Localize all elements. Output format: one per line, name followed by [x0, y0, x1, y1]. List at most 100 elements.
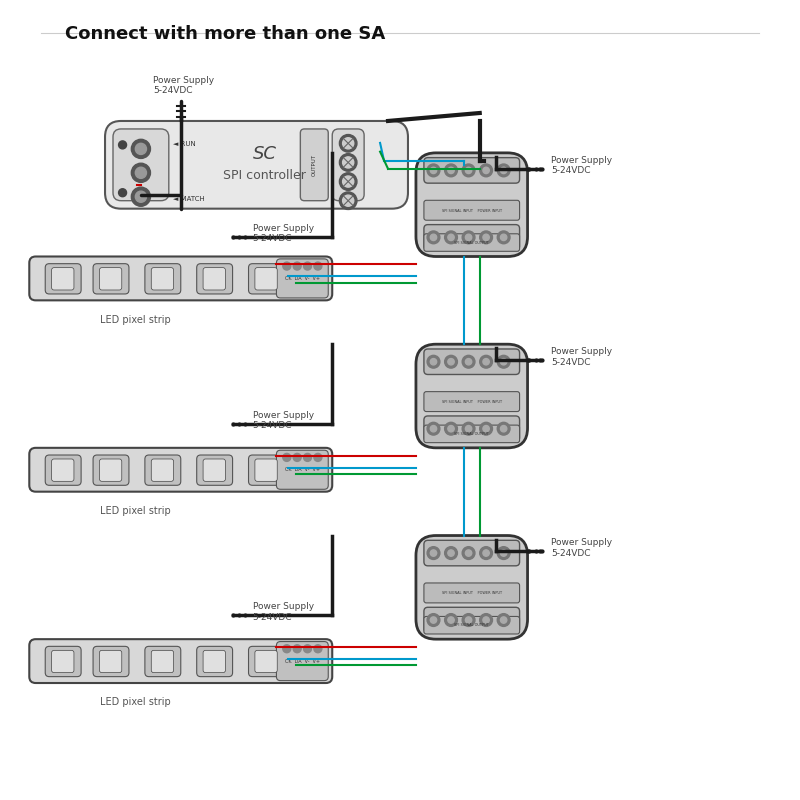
FancyBboxPatch shape	[416, 153, 527, 257]
Text: CK  DA  V-  V+: CK DA V- V+	[286, 467, 320, 472]
Text: SPI SIGNAL INPUT    POWER INPUT: SPI SIGNAL INPUT POWER INPUT	[442, 209, 502, 213]
Circle shape	[293, 645, 301, 653]
Circle shape	[342, 157, 354, 168]
Circle shape	[283, 645, 290, 653]
FancyBboxPatch shape	[277, 259, 328, 298]
Circle shape	[293, 454, 301, 462]
Circle shape	[430, 426, 437, 432]
Circle shape	[303, 454, 311, 462]
Circle shape	[283, 262, 290, 270]
FancyBboxPatch shape	[93, 264, 129, 294]
Circle shape	[498, 231, 510, 244]
Circle shape	[466, 167, 472, 174]
Circle shape	[462, 546, 475, 559]
FancyBboxPatch shape	[145, 646, 181, 677]
Text: 5-24VDC: 5-24VDC	[551, 166, 591, 175]
FancyBboxPatch shape	[424, 617, 519, 634]
FancyBboxPatch shape	[46, 646, 81, 677]
Circle shape	[462, 355, 475, 368]
Circle shape	[483, 550, 490, 556]
Text: SPI SIGNAL OUTPUT: SPI SIGNAL OUTPUT	[454, 432, 489, 436]
FancyBboxPatch shape	[145, 264, 181, 294]
FancyBboxPatch shape	[424, 200, 519, 220]
Text: ◄ RUN: ◄ RUN	[173, 141, 195, 147]
FancyBboxPatch shape	[277, 642, 328, 681]
Circle shape	[427, 546, 440, 559]
FancyBboxPatch shape	[30, 639, 332, 683]
Text: Power Supply: Power Supply	[551, 347, 613, 356]
Circle shape	[501, 617, 507, 623]
Text: ◄ MATCH: ◄ MATCH	[173, 196, 205, 202]
FancyBboxPatch shape	[424, 234, 519, 251]
Circle shape	[462, 614, 475, 626]
FancyBboxPatch shape	[99, 650, 122, 673]
FancyBboxPatch shape	[46, 455, 81, 486]
FancyBboxPatch shape	[197, 646, 233, 677]
Circle shape	[498, 164, 510, 177]
Circle shape	[131, 187, 150, 206]
Circle shape	[118, 189, 126, 197]
Circle shape	[445, 422, 458, 435]
Circle shape	[303, 262, 311, 270]
Text: Power Supply: Power Supply	[253, 223, 314, 233]
FancyBboxPatch shape	[424, 392, 519, 411]
FancyBboxPatch shape	[255, 459, 278, 482]
FancyBboxPatch shape	[93, 646, 129, 677]
Circle shape	[448, 167, 454, 174]
FancyBboxPatch shape	[151, 268, 174, 290]
Circle shape	[466, 426, 472, 432]
Text: SPI SIGNAL INPUT    POWER INPUT: SPI SIGNAL INPUT POWER INPUT	[442, 591, 502, 595]
Circle shape	[483, 358, 490, 365]
Text: 5-24VDC: 5-24VDC	[253, 422, 292, 430]
Circle shape	[342, 176, 354, 187]
Circle shape	[445, 164, 458, 177]
FancyBboxPatch shape	[46, 264, 81, 294]
Text: SPI SIGNAL OUTPUT: SPI SIGNAL OUTPUT	[454, 623, 489, 627]
Circle shape	[314, 454, 322, 462]
Circle shape	[498, 614, 510, 626]
Circle shape	[445, 355, 458, 368]
FancyBboxPatch shape	[424, 583, 519, 603]
FancyBboxPatch shape	[151, 459, 174, 482]
Circle shape	[430, 617, 437, 623]
Text: SPI SIGNAL INPUT    POWER INPUT: SPI SIGNAL INPUT POWER INPUT	[442, 400, 502, 404]
FancyBboxPatch shape	[249, 264, 285, 294]
Circle shape	[118, 141, 126, 149]
Circle shape	[501, 167, 507, 174]
Circle shape	[501, 234, 507, 241]
Text: 5-24VDC: 5-24VDC	[551, 549, 591, 558]
FancyBboxPatch shape	[30, 257, 332, 300]
Circle shape	[131, 139, 150, 158]
Circle shape	[448, 617, 454, 623]
Text: 5-24VDC: 5-24VDC	[253, 613, 292, 622]
Circle shape	[448, 426, 454, 432]
Circle shape	[480, 355, 493, 368]
FancyBboxPatch shape	[424, 349, 519, 374]
Circle shape	[135, 143, 146, 154]
Circle shape	[427, 164, 440, 177]
Circle shape	[430, 167, 437, 174]
FancyBboxPatch shape	[416, 344, 527, 448]
Circle shape	[135, 191, 146, 202]
FancyBboxPatch shape	[424, 416, 519, 442]
Circle shape	[131, 163, 150, 182]
Circle shape	[430, 234, 437, 241]
FancyBboxPatch shape	[277, 450, 328, 490]
FancyBboxPatch shape	[52, 268, 74, 290]
Circle shape	[283, 454, 290, 462]
FancyBboxPatch shape	[52, 459, 74, 482]
Text: LED pixel strip: LED pixel strip	[100, 506, 170, 516]
Text: SPI controller: SPI controller	[223, 169, 306, 182]
FancyBboxPatch shape	[197, 264, 233, 294]
Text: Power Supply: Power Supply	[253, 411, 314, 420]
Circle shape	[448, 358, 454, 365]
Circle shape	[445, 231, 458, 244]
FancyBboxPatch shape	[249, 455, 285, 486]
Text: Power Supply: Power Supply	[551, 156, 613, 165]
Text: 5-24VDC: 5-24VDC	[153, 86, 192, 95]
Circle shape	[498, 422, 510, 435]
Circle shape	[483, 167, 490, 174]
Circle shape	[480, 164, 493, 177]
Circle shape	[427, 355, 440, 368]
Circle shape	[339, 173, 357, 190]
